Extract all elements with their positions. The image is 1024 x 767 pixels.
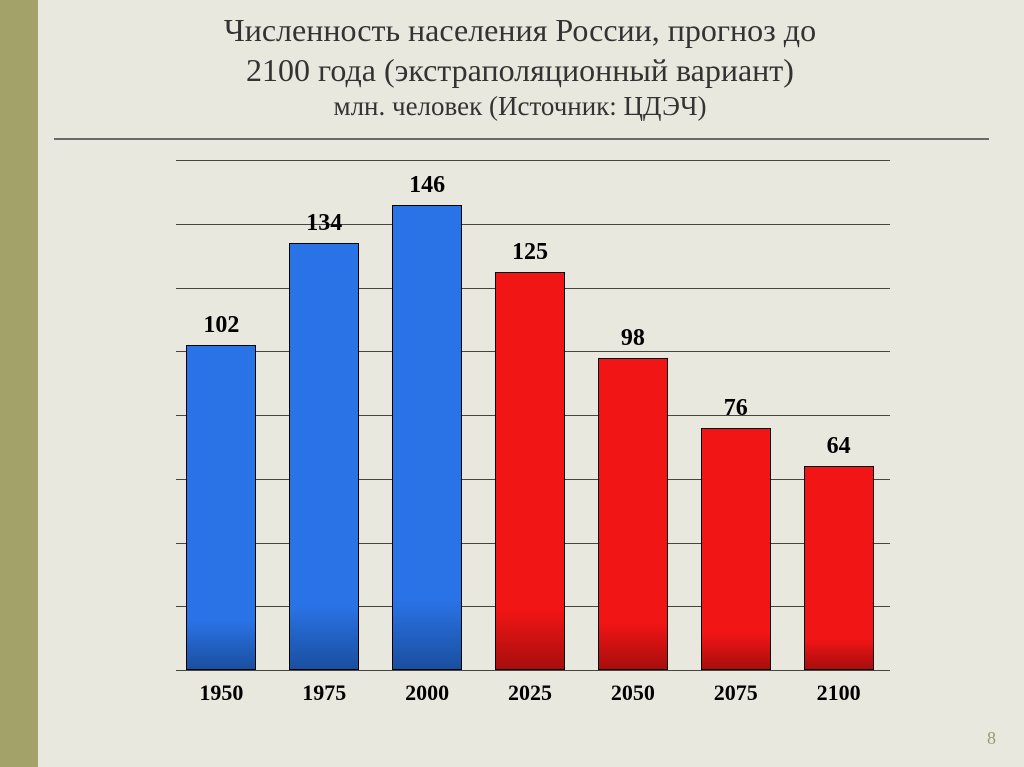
bar	[495, 272, 565, 670]
value-label: 102	[176, 312, 266, 339]
x-axis-label: 2025	[485, 680, 575, 706]
value-label: 134	[279, 210, 369, 237]
x-axis-label: 1975	[279, 680, 369, 706]
page-number: 8	[987, 728, 996, 749]
bar	[186, 345, 256, 670]
x-axis-label: 1950	[176, 680, 266, 706]
bar	[392, 205, 462, 670]
sidebar-accent	[0, 0, 38, 767]
gridline	[176, 670, 890, 671]
x-axis-label: 2075	[691, 680, 781, 706]
title-line-2: 2100 года (экстраполяционный вариант)	[60, 50, 980, 90]
bar	[598, 358, 668, 670]
value-label: 146	[382, 172, 472, 199]
x-axis-label: 2100	[794, 680, 884, 706]
value-label: 98	[588, 325, 678, 352]
x-axis-label: 2000	[382, 680, 472, 706]
x-axis-label: 2050	[588, 680, 678, 706]
bar	[804, 466, 874, 670]
title-block: Численность населения России, прогноз до…	[60, 10, 980, 124]
subtitle: млн. человек (Источник: ЦДЭЧ)	[60, 90, 980, 124]
bar-chart: 102 1950 134 1975 146 2000 125 2025 98 2050 76 2075…	[170, 160, 890, 710]
value-label: 76	[691, 395, 781, 422]
plot-area: 1021950134197514620001252025982050762075…	[170, 160, 890, 670]
slide: Численность населения России, прогноз до…	[0, 0, 1024, 767]
title-line-1: Численность населения России, прогноз до	[60, 10, 980, 50]
value-label: 125	[485, 239, 575, 266]
value-label: 64	[794, 433, 884, 460]
bar	[289, 243, 359, 670]
bar	[701, 428, 771, 670]
title-underline	[54, 138, 989, 140]
gridline	[176, 160, 890, 161]
